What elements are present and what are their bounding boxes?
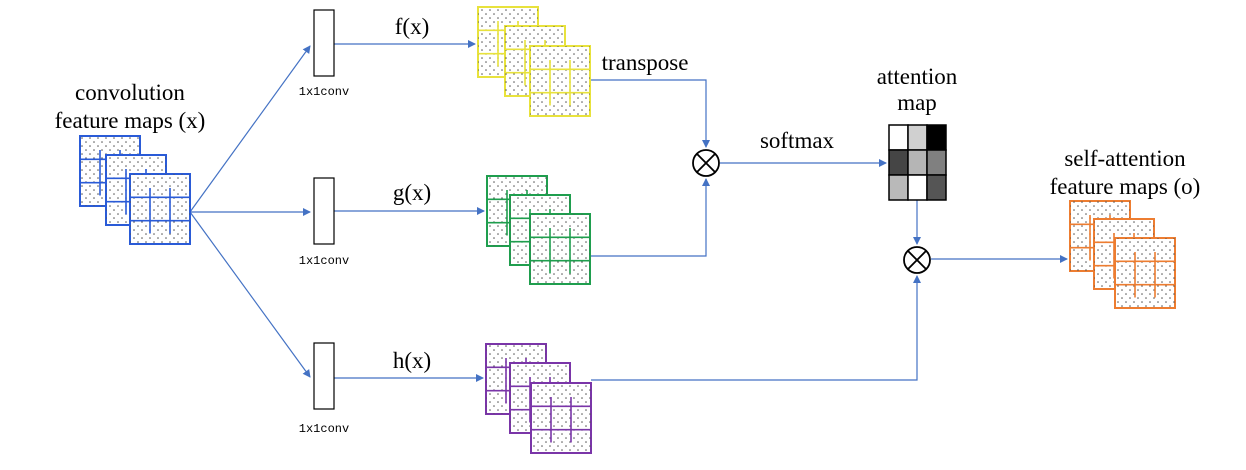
g-label: g(x) (393, 180, 431, 205)
conv-label-f: 1x1conv (299, 85, 349, 99)
h-feature-maps (485, 343, 592, 454)
softmax-label: softmax (760, 128, 835, 153)
feature-map (1114, 237, 1176, 309)
g-feature-maps (486, 175, 591, 285)
matmul-operator-1 (692, 149, 720, 177)
attention-map-label-line1: attention (877, 64, 958, 89)
input-label-line2: feature maps (x) (55, 108, 206, 133)
f-feature-maps (477, 6, 591, 117)
attention-cell (907, 124, 928, 151)
conv-label-g: 1x1conv (299, 254, 349, 268)
conv-h-box (313, 342, 335, 410)
connections (189, 40, 1068, 382)
arrow-input-to-f (189, 45, 311, 213)
matmul-operator-2 (903, 246, 931, 274)
h-label: h(x) (393, 348, 431, 373)
feature-map (530, 382, 592, 454)
conv-f-box (313, 9, 335, 77)
attention-cell (907, 174, 928, 201)
output-feature-maps (1069, 200, 1176, 309)
input-feature-maps (79, 135, 191, 245)
attention-cell (926, 174, 947, 201)
attention-map-label-line2: map (897, 90, 937, 115)
attention-cell (888, 124, 909, 151)
feature-map (129, 173, 191, 245)
feature-map (529, 45, 591, 117)
output-label-line1: self-attention (1064, 146, 1186, 171)
attention-cell (888, 174, 909, 201)
transpose-label: transpose (602, 50, 689, 75)
f-label: f(x) (395, 14, 429, 39)
arrow-h-to-matmul (591, 275, 921, 381)
conv-g-box (313, 177, 335, 245)
arrow-f-transpose (590, 79, 710, 148)
attention-map (888, 124, 947, 201)
attention-cell (926, 149, 947, 176)
attention-cell (926, 124, 947, 151)
output-label-line2: feature maps (o) (1050, 174, 1201, 199)
arrow-g-to-matmul (588, 178, 710, 257)
input-label-line1: convolution (75, 80, 185, 105)
attention-cell (888, 149, 909, 176)
attention-cell (907, 149, 928, 176)
arrow-input-to-h (189, 211, 311, 378)
feature-map (529, 213, 591, 285)
conv-label-h: 1x1conv (299, 422, 349, 436)
